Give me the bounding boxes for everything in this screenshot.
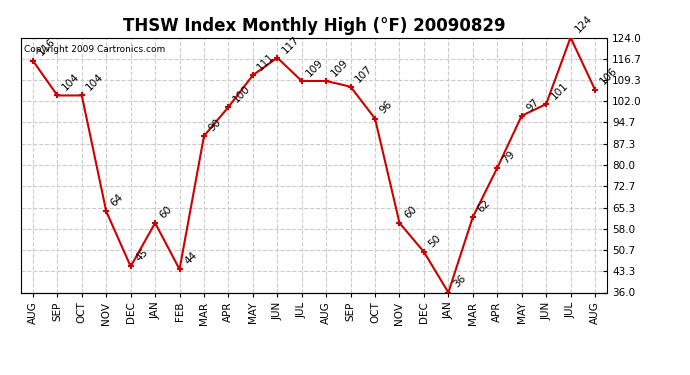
Text: 60: 60 — [158, 204, 175, 220]
Text: 101: 101 — [549, 80, 570, 101]
Text: 97: 97 — [524, 96, 541, 113]
Text: 44: 44 — [182, 250, 199, 267]
Text: 109: 109 — [329, 57, 350, 78]
Text: 104: 104 — [60, 72, 81, 93]
Text: 106: 106 — [598, 66, 619, 87]
Text: 60: 60 — [402, 204, 419, 220]
Text: 79: 79 — [500, 148, 516, 165]
Text: 50: 50 — [426, 233, 443, 249]
Text: 116: 116 — [36, 37, 57, 58]
Text: 45: 45 — [133, 247, 150, 264]
Text: 109: 109 — [304, 57, 326, 78]
Text: 90: 90 — [207, 117, 223, 133]
Text: 111: 111 — [255, 51, 277, 72]
Text: 100: 100 — [231, 83, 252, 104]
Text: 62: 62 — [475, 198, 492, 214]
Text: 107: 107 — [353, 63, 375, 84]
Text: 104: 104 — [85, 72, 106, 93]
Text: 124: 124 — [573, 13, 595, 35]
Text: 96: 96 — [378, 99, 394, 116]
Text: 117: 117 — [280, 34, 302, 55]
Text: 64: 64 — [109, 192, 126, 208]
Text: Copyright 2009 Cartronics.com: Copyright 2009 Cartronics.com — [23, 45, 165, 54]
Text: 36: 36 — [451, 273, 468, 290]
Title: THSW Index Monthly High (°F) 20090829: THSW Index Monthly High (°F) 20090829 — [123, 16, 505, 34]
